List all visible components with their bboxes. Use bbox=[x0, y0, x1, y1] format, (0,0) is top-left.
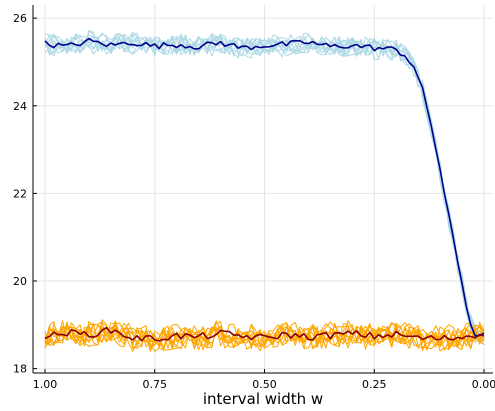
upper-run-line bbox=[44, 33, 485, 343]
y-tick-label: 18 bbox=[13, 363, 27, 376]
lower-mean-line bbox=[44, 326, 485, 342]
y-tick-label: 24 bbox=[13, 100, 27, 113]
y-tick-label: 26 bbox=[13, 12, 27, 25]
x-tick-labels: 1.00 0.75 0.50 0.25 0.00 bbox=[33, 369, 495, 391]
x-axis-title: interval width w bbox=[203, 390, 323, 408]
x-tick-label: 0.50 bbox=[252, 378, 277, 391]
x-tick-label: 0.75 bbox=[143, 378, 168, 391]
upper-run-line bbox=[44, 32, 485, 345]
x-tick-label: 0.25 bbox=[362, 378, 387, 391]
y-tick-labels: 18 20 22 24 26 bbox=[13, 12, 37, 376]
y-tick-label: 22 bbox=[13, 187, 27, 200]
upper-run-line bbox=[44, 33, 485, 342]
upper-mean-line bbox=[44, 37, 485, 337]
lower-run-line bbox=[44, 324, 485, 352]
grid bbox=[33, 5, 493, 373]
x-tick-label: 1.00 bbox=[33, 378, 58, 391]
axes bbox=[32, 5, 493, 374]
upper-run-line bbox=[44, 36, 485, 344]
lower-run-line bbox=[44, 320, 485, 348]
x-tick-label: 0.00 bbox=[472, 378, 495, 391]
mean-curves-group bbox=[44, 37, 485, 342]
y-tick-label: 20 bbox=[13, 275, 27, 288]
